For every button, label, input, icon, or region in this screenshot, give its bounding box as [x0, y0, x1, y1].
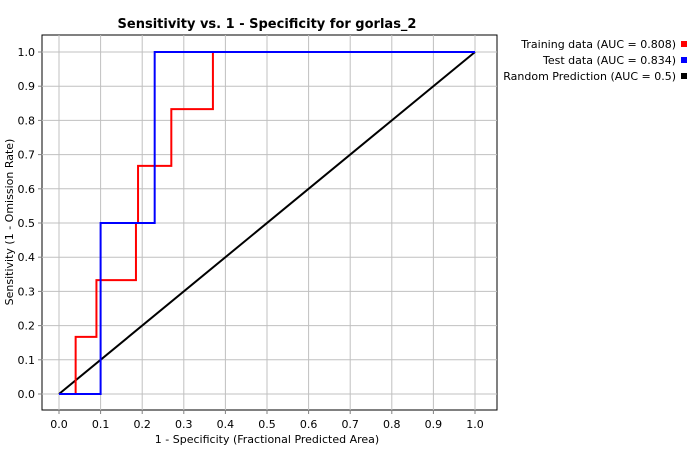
legend-item-test: Test data (AUC = 0.834)	[542, 54, 687, 67]
y-tick-label: 0.6	[18, 183, 36, 196]
y-tick-label: 0.0	[18, 388, 36, 401]
y-tick-label: 0.7	[18, 149, 36, 162]
y-tick-label: 0.2	[18, 320, 36, 333]
x-tick-label: 0.6	[300, 418, 318, 431]
x-tick-label: 0.3	[175, 418, 193, 431]
legend-item-training: Training data (AUC = 0.808)	[520, 38, 687, 51]
y-tick-label: 0.3	[18, 285, 36, 298]
series-lines	[58, 51, 476, 395]
legend-item-random: Random Prediction (AUC = 0.5)	[503, 70, 687, 83]
y-tick-label: 1.0	[18, 46, 36, 59]
legend-label: Test data (AUC = 0.834)	[542, 54, 676, 67]
chart-title: Sensitivity vs. 1 - Specificity for gorl…	[118, 17, 417, 32]
y-tick-label: 0.1	[18, 354, 36, 367]
y-tick-label: 0.9	[18, 80, 36, 93]
x-tick-label: 0.8	[383, 418, 401, 431]
y-axis-label: Sensitivity (1 - Omission Rate)	[3, 139, 16, 306]
x-tick-label: 0.5	[258, 418, 276, 431]
y-tick-label: 0.5	[18, 217, 36, 230]
x-axis-label: 1 - Specificity (Fractional Predicted Ar…	[155, 433, 379, 446]
legend: Training data (AUC = 0.808) Test data (AU…	[503, 38, 687, 83]
x-tick-label: 0.4	[217, 418, 235, 431]
axis-ticks: 0.0 0.1 0.2 0.3 0.4 0.5 0.6 0.7 0.8 0.9 1.0 0.0 0.1 0…	[18, 46, 484, 431]
test-data-line	[59, 51, 475, 395]
legend-label: Training data (AUC = 0.808)	[520, 38, 676, 51]
legend-swatch	[681, 73, 687, 79]
x-tick-label: 0.7	[341, 418, 359, 431]
grid-lines	[42, 35, 497, 410]
legend-swatch	[681, 41, 687, 47]
x-tick-label: 1.0	[466, 418, 484, 431]
legend-label: Random Prediction (AUC = 0.5)	[503, 70, 676, 83]
x-tick-label: 0.9	[425, 418, 443, 431]
x-tick-label: 0.1	[92, 418, 110, 431]
x-tick-label: 0.0	[50, 418, 68, 431]
y-tick-label: 0.4	[18, 251, 36, 264]
legend-swatch	[681, 57, 687, 63]
y-tick-label: 0.8	[18, 114, 36, 127]
x-tick-label: 0.2	[133, 418, 151, 431]
random-prediction-line	[58, 51, 476, 395]
